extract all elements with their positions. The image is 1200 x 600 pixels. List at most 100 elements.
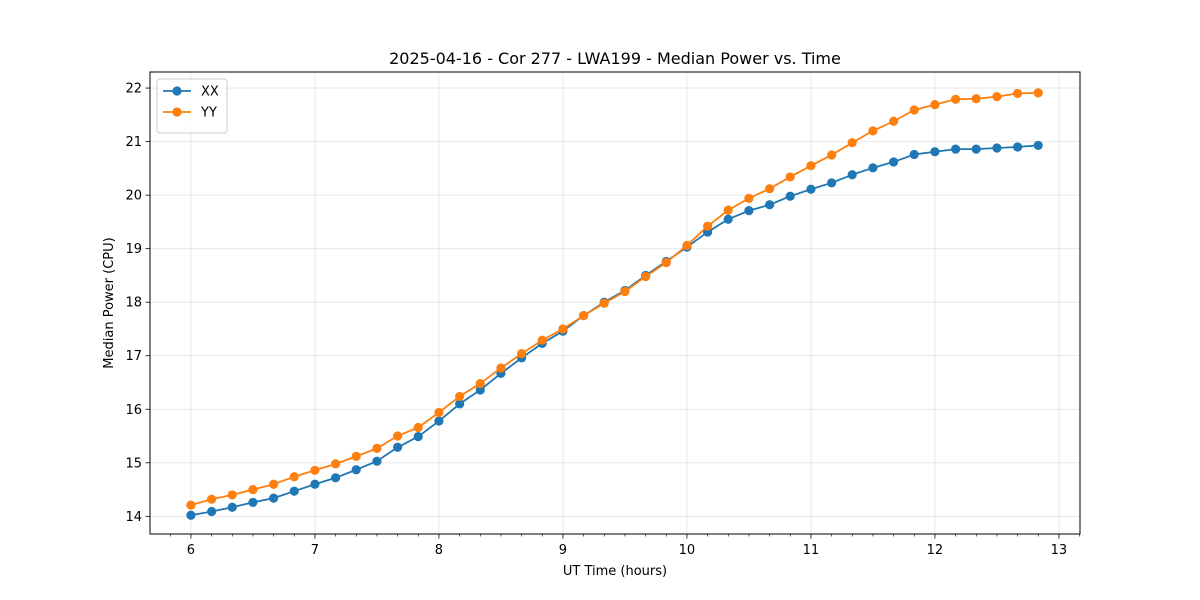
legend-entry-yy: YY (163, 106, 217, 121)
data-point-xx (186, 510, 196, 520)
data-point-yy (909, 105, 919, 115)
data-point-yy (1033, 88, 1043, 98)
y-tick-label: 14 (125, 510, 142, 525)
data-point-yy (331, 459, 341, 469)
data-point-xx (889, 157, 899, 167)
data-point-yy (558, 324, 568, 334)
x-tick-label: 11 (803, 543, 820, 558)
data-point-xx (971, 144, 981, 154)
data-point-xx (1013, 142, 1023, 152)
data-point-xx (765, 200, 775, 210)
data-point-yy (599, 298, 609, 308)
data-point-xx (269, 493, 279, 503)
x-tick-label: 8 (435, 543, 443, 558)
data-point-yy (765, 184, 775, 194)
data-point-yy (1013, 88, 1023, 99)
data-point-xx (909, 149, 919, 160)
legend-label: XX (201, 85, 219, 100)
y-tick-label: 20 (125, 189, 142, 204)
data-point-yy (868, 126, 878, 136)
series-layer (186, 88, 1043, 520)
legend-marker (172, 86, 182, 96)
data-point-xx (331, 473, 341, 483)
y-tick-label: 21 (125, 135, 142, 150)
data-point-yy (682, 240, 692, 251)
data-point-yy (434, 407, 444, 418)
data-point-yy (579, 310, 589, 321)
data-point-xx (806, 184, 816, 194)
data-point-yy (393, 431, 403, 441)
legend-marker (172, 107, 182, 117)
data-point-xx (827, 178, 837, 188)
data-point-xx (372, 456, 382, 466)
x-tick-label: 12 (927, 543, 944, 558)
y-tick-label: 19 (125, 242, 142, 257)
data-point-yy (310, 465, 320, 475)
data-point-yy (351, 451, 361, 461)
x-tick-label: 9 (559, 543, 567, 558)
legend-label: YY (200, 106, 217, 121)
x-tick-label: 6 (187, 543, 195, 558)
data-point-yy (889, 116, 899, 126)
data-point-xx (455, 399, 465, 409)
data-point-yy (971, 94, 981, 104)
data-point-xx (351, 465, 361, 475)
data-point-yy (372, 443, 382, 453)
data-point-yy (517, 348, 527, 359)
data-point-yy (186, 500, 196, 510)
x-tick-label: 7 (311, 543, 319, 558)
data-point-xx (930, 147, 940, 157)
data-point-yy (248, 484, 258, 495)
x-tick-label: 10 (679, 543, 696, 558)
data-point-xx (785, 191, 795, 201)
data-point-xx (475, 385, 485, 395)
data-point-yy (413, 422, 423, 433)
y-tick-label: 15 (125, 456, 142, 471)
data-point-xx (744, 206, 754, 216)
data-point-xx (434, 416, 444, 426)
data-point-yy (992, 92, 1002, 102)
data-point-yy (744, 193, 754, 203)
data-point-xx (310, 479, 320, 489)
data-point-yy (930, 100, 940, 110)
data-point-xx (1033, 140, 1043, 150)
data-point-xx (393, 442, 403, 452)
y-tick-label: 18 (125, 296, 142, 311)
legend-entry-xx: XX (163, 85, 219, 100)
y-tick-label: 17 (125, 349, 142, 364)
data-point-yy (827, 150, 837, 160)
axes: 6 7 8 9 10 11 12 13 14 15 16 17 18 19 20 21 22 (125, 82, 1080, 558)
data-point-yy (537, 335, 547, 345)
data-point-yy (207, 494, 217, 504)
series-yy (186, 88, 1043, 510)
data-point-xx (289, 486, 299, 496)
y-tick-label: 22 (125, 82, 142, 97)
data-point-xx (413, 431, 423, 442)
data-point-xx (227, 502, 237, 512)
data-point-yy (455, 391, 465, 402)
y-axis-label: Median Power (CPU) (102, 237, 117, 368)
data-point-yy (847, 138, 857, 148)
data-point-xx (847, 170, 857, 180)
y-tick-label: 16 (125, 403, 142, 418)
x-axis-label: UT Time (hours) (563, 564, 667, 579)
data-point-yy (289, 472, 299, 482)
chart-title: 2025-04-16 - Cor 277 - LWA199 - Median P… (389, 49, 841, 68)
data-point-yy (269, 479, 279, 489)
legend: XX YY (156, 78, 228, 134)
grid (150, 72, 1080, 534)
data-point-xx (992, 143, 1002, 153)
data-point-yy (661, 257, 671, 268)
data-point-yy (227, 490, 237, 500)
data-point-yy (496, 363, 506, 373)
data-point-yy (806, 161, 816, 171)
data-point-yy (951, 94, 961, 104)
data-point-yy (703, 221, 713, 231)
data-point-yy (723, 205, 733, 215)
data-point-xx (951, 144, 961, 154)
x-tick-label: 13 (1051, 543, 1068, 558)
data-point-xx (723, 214, 733, 224)
data-point-yy (475, 378, 485, 389)
data-point-xx (207, 506, 217, 517)
